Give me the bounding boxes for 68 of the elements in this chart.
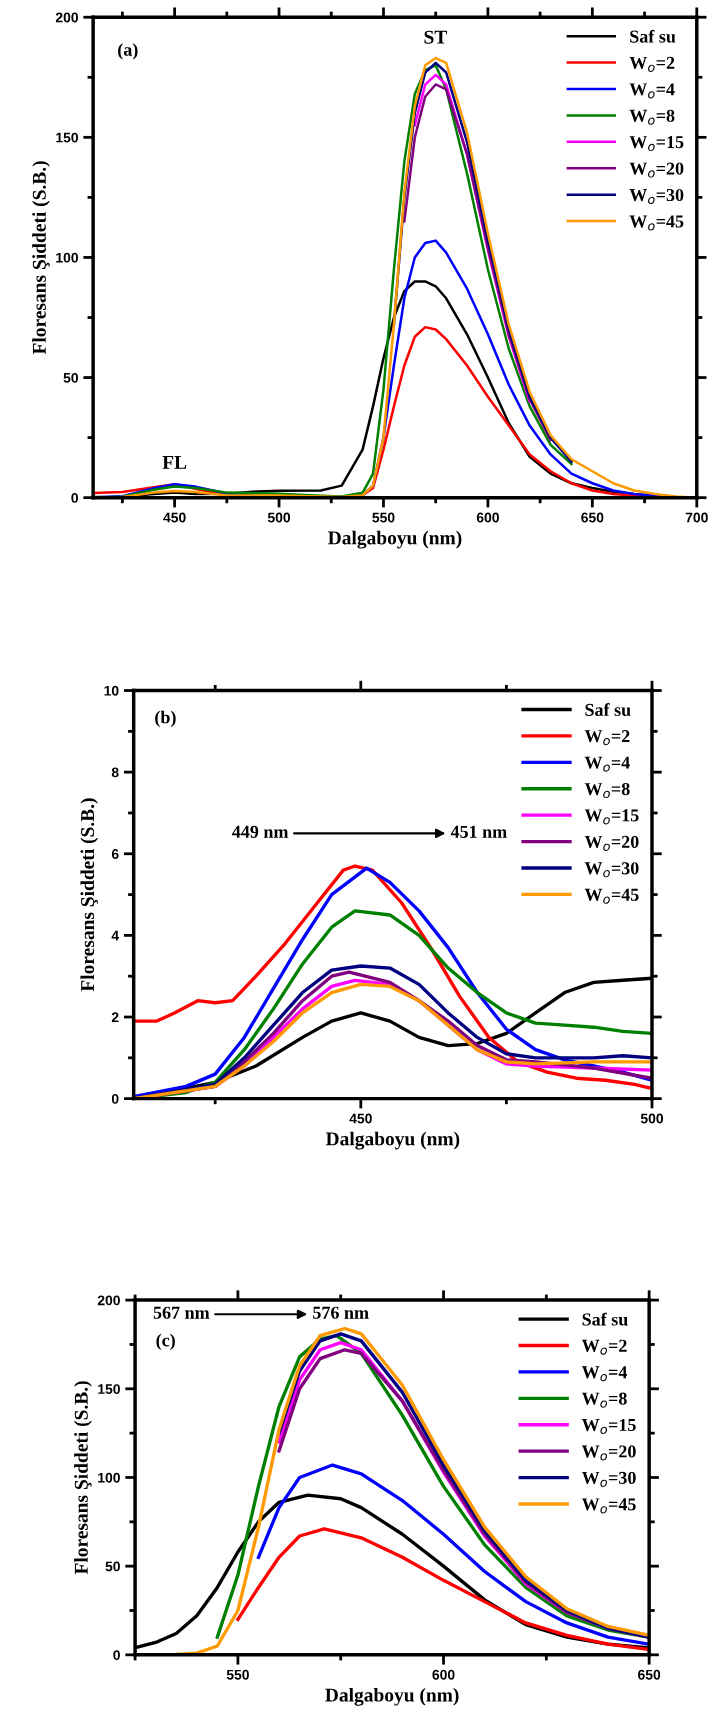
legend-label: Saf su bbox=[582, 1312, 628, 1326]
y-tick-label: 150 bbox=[98, 1384, 120, 1394]
x-tick-label: 550 bbox=[372, 512, 395, 523]
legend-label: W$_{o}$=15 bbox=[581, 1418, 636, 1435]
y-tick-label: 200 bbox=[97, 1295, 120, 1306]
x-axis-title: Dalgaboyu (nm) bbox=[325, 1687, 459, 1706]
annotation: ST bbox=[424, 30, 447, 44]
y-tick-label: 100 bbox=[98, 1472, 120, 1483]
x-tick-label: 700 bbox=[685, 512, 708, 523]
legend-label: W$_{o}$=30 bbox=[629, 188, 684, 205]
y-tick-label: 0 bbox=[71, 492, 78, 503]
legend-label: W$_{o}$=8 bbox=[581, 1392, 627, 1408]
legend-label: W$_{o}$=45 bbox=[584, 888, 639, 904]
x-tick-label: 600 bbox=[476, 512, 499, 523]
legend-label: W$_{o}$=2 bbox=[581, 1339, 627, 1355]
x-tick-label: 500 bbox=[640, 1113, 664, 1124]
legend-label: W$_{o}$=20 bbox=[629, 162, 684, 178]
y-tick-label: 50 bbox=[105, 1561, 120, 1572]
annotation: (a) bbox=[118, 43, 138, 60]
legend-label: W$_{o}$=45 bbox=[629, 215, 684, 231]
y-axis-title: Floresans Şiddeti (S.B.) bbox=[80, 798, 99, 992]
x-tick-label: 600 bbox=[432, 1669, 455, 1680]
y-tick-label: 2 bbox=[111, 1012, 119, 1023]
legend-label: W$_{o}$=30 bbox=[584, 862, 639, 878]
legend-label: W$_{o}$=15 bbox=[584, 809, 639, 825]
x-tick-label: 650 bbox=[638, 1669, 661, 1680]
annotation: (c) bbox=[156, 1333, 175, 1351]
annotation: 576 nm bbox=[313, 1306, 369, 1319]
legend-label: W$_{o}$=4 bbox=[629, 83, 675, 99]
y-axis-title: Floresans Şiddeti (S.B.) bbox=[74, 1381, 92, 1575]
y-tick-label: 100 bbox=[56, 252, 78, 263]
x-tick-label: 500 bbox=[267, 512, 291, 523]
y-tick-label: 4 bbox=[111, 930, 120, 941]
y-tick-label: 6 bbox=[111, 849, 119, 859]
line-series bbox=[236, 1527, 650, 1652]
legend-label: Saf su bbox=[630, 29, 676, 43]
annotation: 449 nm bbox=[232, 825, 289, 838]
legend-label: W$_{o}$=4 bbox=[584, 756, 630, 772]
legend-label: W$_{o}$=2 bbox=[584, 730, 630, 746]
x-tick-label: 450 bbox=[163, 512, 186, 523]
legend-label: W$_{o}$=45 bbox=[581, 1498, 636, 1514]
x-tick-label: 650 bbox=[581, 512, 604, 523]
annotation: 451 nm bbox=[450, 825, 507, 838]
legend-label: W$_{o}$=8 bbox=[629, 109, 675, 125]
x-tick-label: 550 bbox=[226, 1669, 249, 1680]
y-tick-label: 150 bbox=[56, 132, 78, 143]
legend-label: W$_{o}$=2 bbox=[629, 56, 675, 72]
legend-label: W$_{o}$=4 bbox=[581, 1366, 628, 1382]
annotation: 567 nm bbox=[153, 1306, 210, 1319]
x-axis-title: Dalgaboyu (nm) bbox=[325, 1131, 460, 1150]
x-axis-title: Dalgaboyu (nm) bbox=[328, 530, 462, 549]
annotation: (b) bbox=[155, 710, 176, 728]
y-tick-label: 0 bbox=[111, 1093, 119, 1104]
legend-label: Saf su bbox=[585, 703, 631, 717]
y-tick-label: 0 bbox=[113, 1650, 120, 1661]
y-tick-label: 50 bbox=[63, 372, 78, 383]
line-series bbox=[256, 1463, 650, 1646]
legend-label: W$_{o}$=20 bbox=[584, 835, 639, 851]
legend-label: W$_{o}$=20 bbox=[581, 1445, 636, 1461]
y-tick-label: 10 bbox=[104, 685, 119, 696]
annotation: FL bbox=[162, 455, 187, 469]
legend-label: W$_{o}$=8 bbox=[584, 782, 630, 799]
x-tick-label: 450 bbox=[349, 1113, 372, 1124]
y-tick-label: 200 bbox=[55, 12, 78, 23]
y-tick-label: 8 bbox=[111, 767, 119, 778]
y-axis-title: Floresans Şiddeti (S.B.) bbox=[32, 161, 50, 355]
legend-label: W$_{o}$=30 bbox=[581, 1471, 636, 1487]
legend-label: W$_{o}$=15 bbox=[629, 136, 684, 152]
